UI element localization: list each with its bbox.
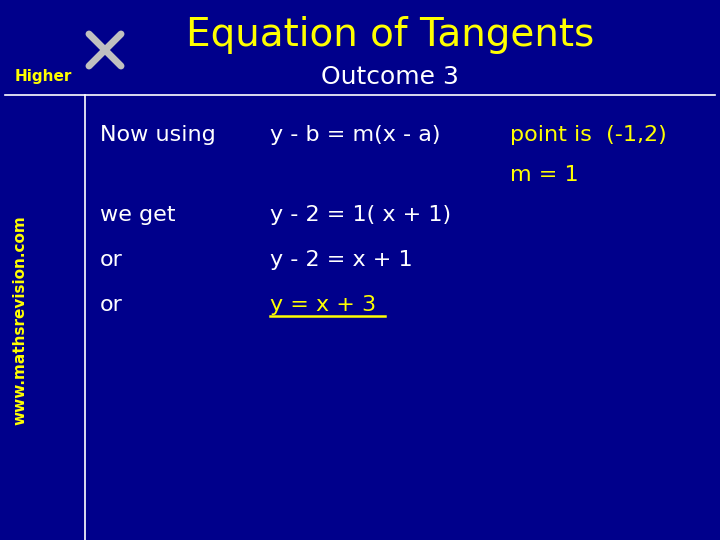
Text: y = x + 3: y = x + 3 [270,295,376,315]
Text: or: or [100,295,123,315]
Text: Equation of Tangents: Equation of Tangents [186,16,594,54]
Text: Now using: Now using [100,125,216,145]
Text: Outcome 3: Outcome 3 [321,65,459,89]
Text: Higher: Higher [15,70,73,84]
Text: y - 2 = x + 1: y - 2 = x + 1 [270,250,413,270]
Text: we get: we get [100,205,176,225]
Text: or: or [100,250,123,270]
Text: y - 2 = 1( x + 1): y - 2 = 1( x + 1) [270,205,451,225]
Text: www.mathsrevision.com: www.mathsrevision.com [12,215,27,425]
Text: m = 1: m = 1 [510,165,579,185]
Text: y - b = m(x - a): y - b = m(x - a) [270,125,441,145]
Text: point is  (-1,2): point is (-1,2) [510,125,667,145]
